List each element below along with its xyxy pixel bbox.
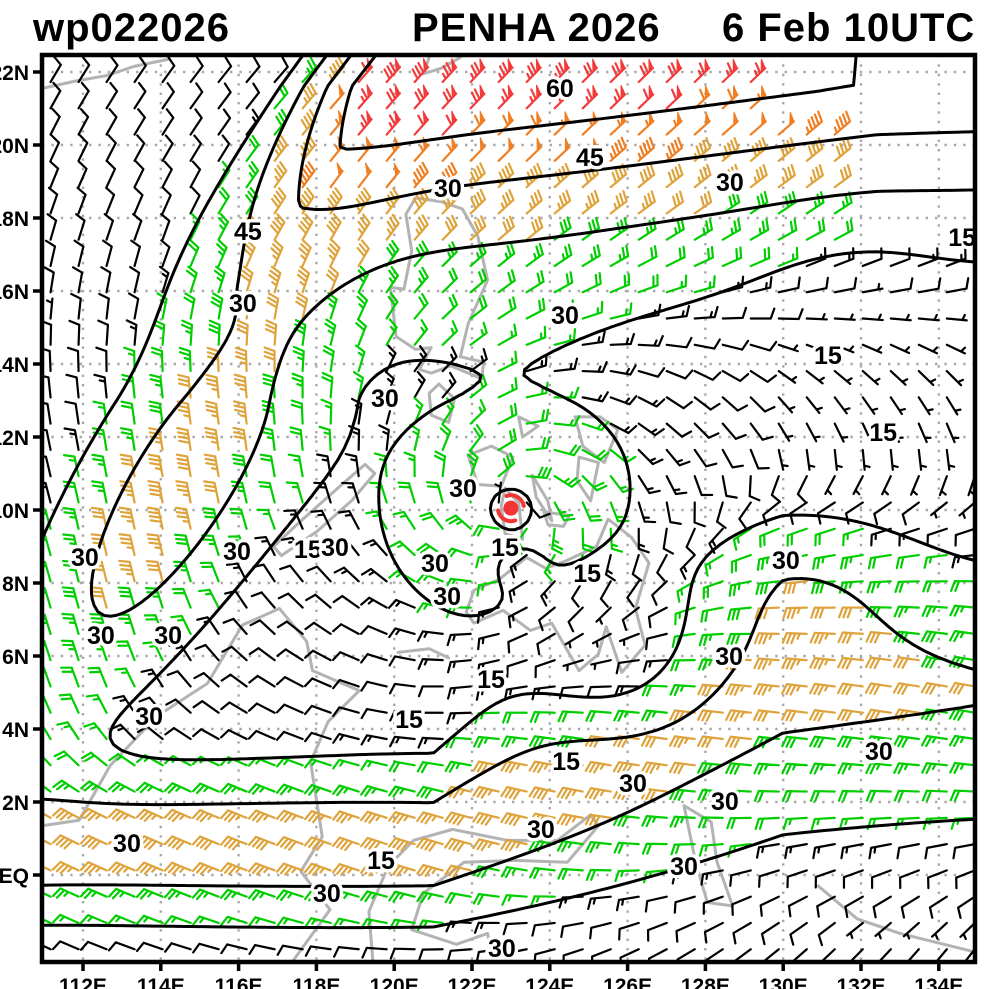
contour-label: 30 bbox=[434, 175, 462, 203]
lon-axis-label: 124E bbox=[525, 975, 574, 989]
lon-axis-label: 134E bbox=[914, 975, 963, 989]
lon-axis-label: 120E bbox=[370, 975, 419, 989]
contour-label: 45 bbox=[576, 144, 604, 172]
contour-label: 15 bbox=[491, 534, 519, 562]
lat-axis-label: 16N bbox=[0, 281, 29, 304]
lat-axis-label: 2N bbox=[2, 792, 29, 815]
contour-label: 30 bbox=[772, 547, 800, 575]
contour-label: 30 bbox=[670, 853, 698, 881]
contour-label: 30 bbox=[321, 534, 349, 562]
contour-label: 60 bbox=[546, 75, 574, 103]
contour-label: 30 bbox=[433, 583, 461, 611]
contour-label: 30 bbox=[113, 830, 141, 858]
lat-axis-label: EQ bbox=[0, 865, 29, 888]
lon-axis-label: 112E bbox=[59, 975, 107, 989]
lat-axis-label: 4N bbox=[2, 719, 29, 742]
lat-axis-label: 20N bbox=[0, 135, 29, 158]
contour-label: 30 bbox=[711, 788, 739, 816]
contour-label: 15 bbox=[294, 536, 322, 564]
lon-axis-label: 118E bbox=[292, 975, 340, 989]
contour-label: 30 bbox=[71, 544, 99, 572]
contour-label: 15 bbox=[552, 748, 580, 776]
lon-axis-label: 116E bbox=[215, 975, 263, 989]
storm-id-title: wp022026 bbox=[32, 6, 230, 50]
contour-label: 15 bbox=[477, 666, 505, 694]
contour-label: 30 bbox=[87, 622, 115, 650]
contour-label: 15 bbox=[814, 342, 842, 370]
lon-axis-label: 128E bbox=[681, 975, 730, 989]
contour-label: 45 bbox=[234, 218, 262, 246]
contour-label: 30 bbox=[488, 935, 516, 963]
contour-label: 30 bbox=[223, 538, 251, 566]
contour-label: 15 bbox=[948, 224, 976, 252]
contour-label: 30 bbox=[527, 816, 555, 844]
contour-label: 30 bbox=[371, 385, 399, 413]
contour-label: 15 bbox=[573, 560, 601, 588]
lon-axis-label: 114E bbox=[137, 975, 185, 989]
contour-label: 30 bbox=[715, 643, 743, 671]
isotach-contours-layer bbox=[42, 55, 975, 930]
contour-label: 30 bbox=[716, 169, 744, 197]
lat-axis-label: 14N bbox=[0, 354, 29, 377]
contour-label: 30 bbox=[313, 880, 341, 908]
contour-label: 30 bbox=[154, 622, 182, 650]
lat-axis-label: 10N bbox=[0, 500, 29, 523]
axes-layer: 22N 20N 18N 16N 14N 12N 10N 8N 6N 4N 2N EQ 112E 114E 1… bbox=[0, 62, 963, 989]
valid-time-title: 6 Feb 10UTC bbox=[722, 6, 975, 50]
lon-axis-label: 122E bbox=[447, 975, 496, 989]
lat-axis-label: 18N bbox=[0, 208, 29, 231]
contour-label: 30 bbox=[449, 475, 477, 503]
lon-axis-label: 132E bbox=[836, 975, 885, 989]
lon-axis-label: 126E bbox=[603, 975, 652, 989]
contour-label: 30 bbox=[619, 770, 647, 798]
contour-label: 30 bbox=[865, 738, 893, 766]
lat-axis-label: 6N bbox=[2, 646, 29, 669]
contour-label: 15 bbox=[869, 419, 897, 447]
lat-axis-label: 22N bbox=[0, 62, 29, 85]
contour-label: 15 bbox=[367, 847, 395, 875]
contour-label: 30 bbox=[229, 290, 257, 318]
storm-name-title: PENHA 2026 bbox=[412, 6, 661, 50]
lon-axis-label: 130E bbox=[759, 975, 808, 989]
storm-symbol bbox=[496, 493, 526, 524]
lat-axis-label: 12N bbox=[0, 427, 29, 450]
contour-label: 30 bbox=[135, 703, 163, 731]
lat-axis-label: 8N bbox=[2, 573, 29, 596]
wind-barbs-layer bbox=[42, 55, 975, 962]
contour-label: 15 bbox=[395, 706, 423, 734]
contour-label: 30 bbox=[551, 302, 579, 330]
contour-label: 30 bbox=[421, 550, 449, 578]
